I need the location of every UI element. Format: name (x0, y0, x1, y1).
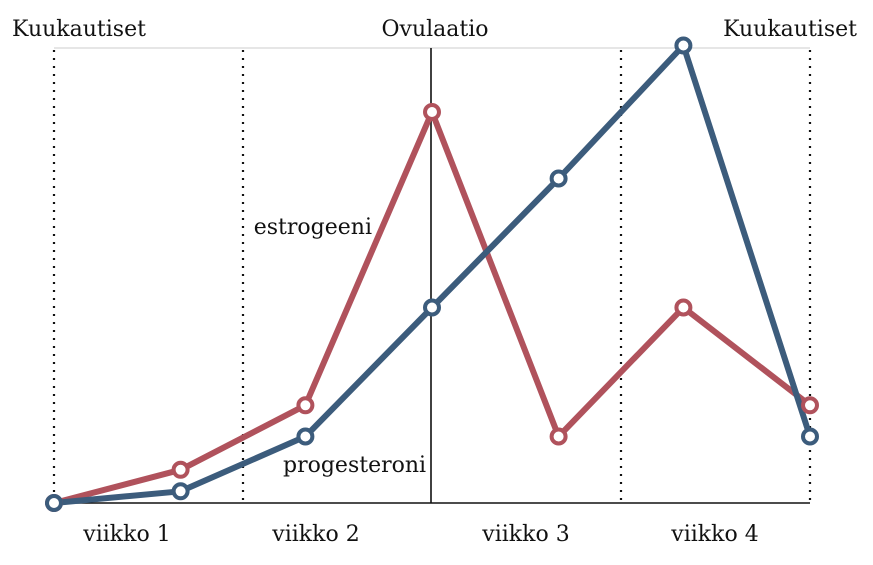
x-tick-label: viikko 3 (481, 522, 569, 547)
data-point-progesteroni (674, 36, 693, 55)
marker-period-end: Kuukautiset (723, 17, 857, 42)
data-point-progesteroni (801, 427, 819, 446)
data-point-estrogeeni (549, 427, 568, 446)
data-point-estrogeeni (674, 298, 693, 317)
data-point-estrogeeni (296, 396, 315, 415)
data-point-estrogeeni (801, 396, 819, 415)
x-tick-label: viikko 1 (82, 522, 170, 547)
series-label-progesteroni: progesteroni (283, 453, 426, 478)
marker-period-start: Kuukautiset (12, 17, 146, 42)
data-point-estrogeeni (171, 460, 190, 479)
data-point-progesteroni (549, 169, 568, 188)
marker-ovulation: Ovulaatio (381, 17, 488, 42)
data-point-progesteroni (171, 482, 190, 501)
series-label-estrogeeni: estrogeeni (254, 215, 372, 240)
data-point-progesteroni (423, 298, 441, 317)
data-point-progesteroni (45, 494, 63, 512)
x-tick-label: viikko 4 (670, 522, 758, 547)
data-point-progesteroni (296, 427, 315, 446)
data-point-estrogeeni (423, 103, 441, 121)
series-points (45, 36, 819, 512)
x-tick-label: viikko 2 (271, 522, 359, 547)
